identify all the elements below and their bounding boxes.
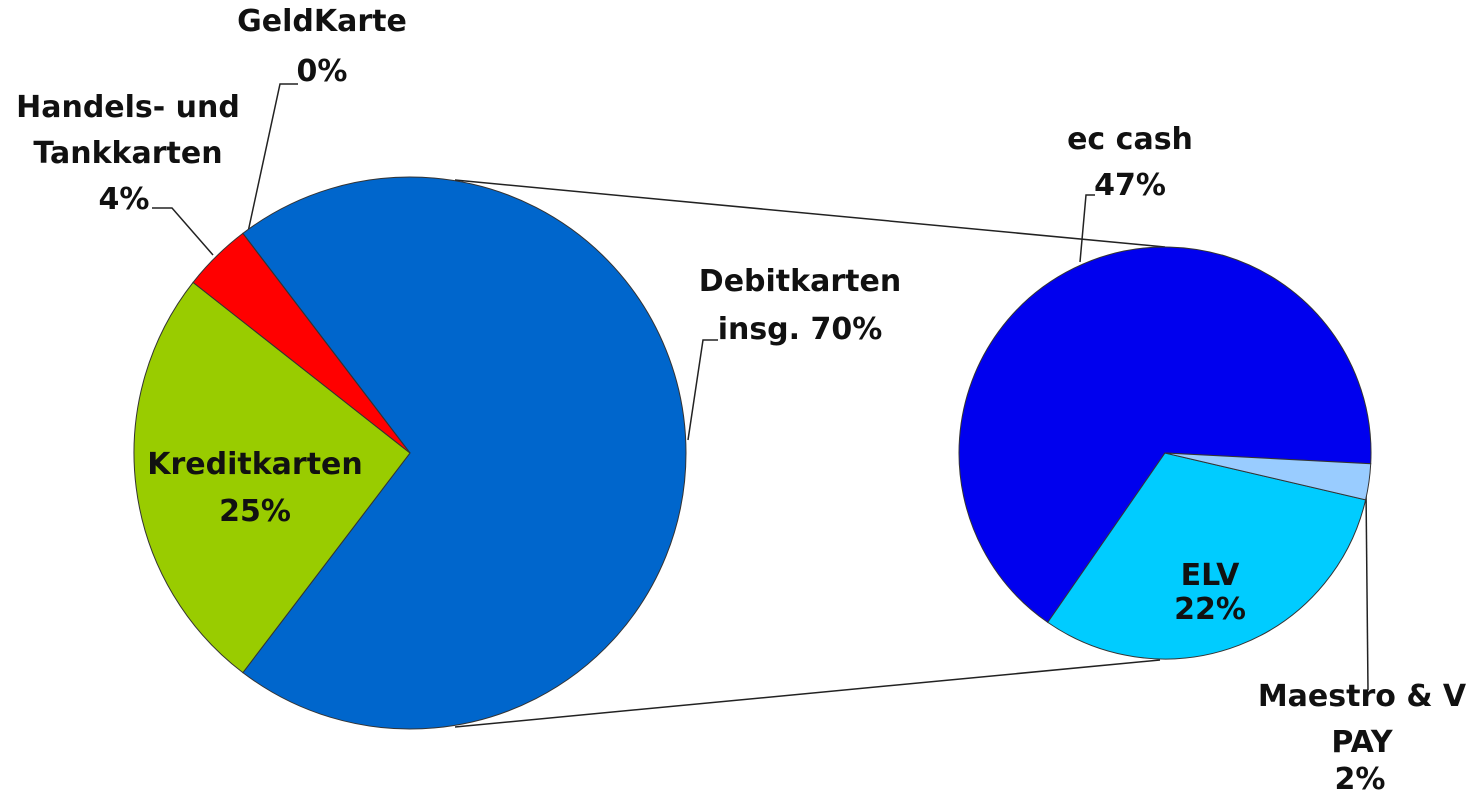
leader-line: [687, 339, 718, 441]
leader-line: [1365, 489, 1369, 691]
pie-slice: [958, 246, 1372, 624]
leader-line: [1079, 194, 1095, 263]
category-label: ELV: [1180, 558, 1240, 593]
category-label: Kreditkarten: [147, 447, 363, 482]
leader-line: [247, 83, 298, 233]
value-label: 2%: [1334, 762, 1386, 797]
connector: [454, 659, 1161, 728]
pie-slice: [242, 176, 687, 730]
value-label: insg. 70%: [717, 312, 883, 347]
category-label: Debitkarten: [698, 264, 902, 299]
pie-slice: [1164, 452, 1372, 501]
category-label: Handels- und Tankkarten: [16, 90, 240, 171]
category-label: ec cash: [1067, 122, 1193, 157]
pie-slice: [133, 281, 411, 674]
category-label: Maestro & V PAY: [1257, 679, 1467, 760]
category-label: GeldKarte: [237, 4, 407, 39]
value-label: 25%: [219, 494, 291, 529]
value-label: 22%: [1174, 592, 1246, 627]
pie-slice: [1047, 452, 1367, 660]
value-label: 47%: [1094, 168, 1166, 203]
connector: [454, 179, 1166, 248]
value-label: 4%: [98, 182, 150, 217]
leader-line: [152, 207, 214, 256]
pie-slice: [242, 233, 411, 454]
value-label: 0%: [296, 54, 348, 89]
